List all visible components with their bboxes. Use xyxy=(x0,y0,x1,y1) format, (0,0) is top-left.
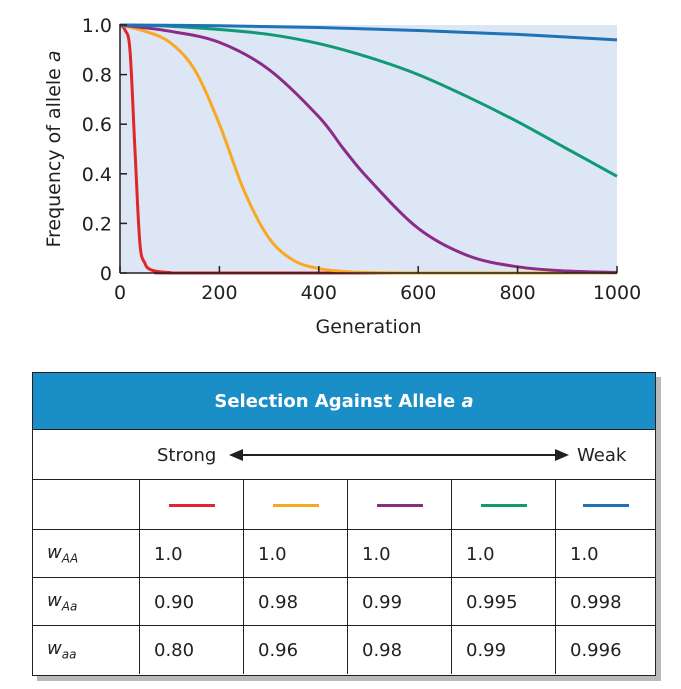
fitness-value: 0.96 xyxy=(243,626,347,674)
color-swatch-3 xyxy=(376,503,423,507)
series-line-3 xyxy=(119,23,618,275)
color-key-cell xyxy=(555,480,655,530)
table-title: Selection Against Allele a xyxy=(33,373,655,429)
color-key-row xyxy=(33,479,655,530)
fitness-label-cell: wAa xyxy=(33,578,139,626)
y-axis-title-main: Frequency of allele xyxy=(43,62,65,247)
x-tick-label: 800 xyxy=(499,282,535,304)
fitness-row: wAA 1.0 1.0 1.0 1.0 1.0 xyxy=(33,529,655,578)
fitness-value: 0.98 xyxy=(243,578,347,626)
x-axis-title: Generation xyxy=(316,316,422,338)
weak-label: Weak xyxy=(577,444,627,466)
color-key-cell xyxy=(451,480,555,530)
x-tick-label: 0 xyxy=(114,282,126,304)
fitness-value: 0.90 xyxy=(139,578,243,626)
strength-row: Strong Weak xyxy=(33,429,655,480)
fitness-genotype: aa xyxy=(61,647,77,662)
fitness-label: waa xyxy=(47,638,76,662)
fitness-label-cell: waa xyxy=(33,626,139,674)
fitness-value: 1.0 xyxy=(555,530,655,578)
selection-table: Selection Against Allele a Strong Weak w… xyxy=(32,372,661,681)
y-axis-title-italic: a xyxy=(43,50,65,62)
fitness-label: wAa xyxy=(47,590,77,614)
table-body: Selection Against Allele a Strong Weak w… xyxy=(32,372,656,676)
x-tick-label: 1000 xyxy=(593,282,641,304)
y-tick-label: 0.8 xyxy=(82,65,112,87)
color-key-cell xyxy=(243,480,347,530)
fitness-value: 1.0 xyxy=(139,530,243,578)
fitness-value: 0.98 xyxy=(347,626,451,674)
fitness-symbol: w xyxy=(47,542,62,564)
fitness-row: wAa 0.90 0.98 0.99 0.995 0.998 xyxy=(33,577,655,626)
fitness-value: 0.99 xyxy=(451,626,555,674)
fitness-genotype: Aa xyxy=(61,599,78,614)
axes-layer: 0 200 400 600 800 1000 0 0.2 0.4 0.6 0.8 1.0 xyxy=(82,15,641,304)
y-axis-title: Frequency of allele a xyxy=(43,50,65,247)
y-tick-label: 0 xyxy=(100,263,112,285)
strong-label: Strong xyxy=(157,444,217,466)
fitness-value: 1.0 xyxy=(347,530,451,578)
table-title-main: Selection Against Allele xyxy=(214,390,456,412)
x-tick-label: 200 xyxy=(201,282,237,304)
fitness-value: 1.0 xyxy=(243,530,347,578)
strength-arrow xyxy=(229,449,569,461)
color-swatch-1 xyxy=(168,503,215,507)
fitness-label-cell: wAA xyxy=(33,530,139,578)
fitness-row: waa 0.80 0.96 0.98 0.99 0.996 xyxy=(33,625,655,674)
y-tick-label: 0.2 xyxy=(82,213,112,235)
y-tick-label: 0.6 xyxy=(82,114,112,136)
y-tick-label: 0.4 xyxy=(82,164,112,186)
fitness-value: 0.80 xyxy=(139,626,243,674)
color-swatch-5 xyxy=(582,503,629,507)
fitness-value: 1.0 xyxy=(451,530,555,578)
color-swatch-4 xyxy=(480,503,527,507)
fitness-value: 0.996 xyxy=(555,626,655,674)
fitness-symbol: w xyxy=(47,590,62,612)
fitness-label: wAA xyxy=(47,542,78,566)
fitness-value: 0.998 xyxy=(555,578,655,626)
frequency-chart: 0 200 400 600 800 1000 0 0.2 0.4 0.6 0.8 1.0 Genera… xyxy=(43,15,641,338)
x-tick-label: 400 xyxy=(301,282,337,304)
x-tick-label: 600 xyxy=(400,282,436,304)
color-key-cell xyxy=(139,480,243,530)
fitness-value: 0.99 xyxy=(347,578,451,626)
y-tick-label: 1.0 xyxy=(82,15,112,37)
color-key-empty xyxy=(33,480,139,530)
table-title-italic: a xyxy=(461,390,474,412)
series-line-5 xyxy=(119,23,618,42)
fitness-value: 0.995 xyxy=(451,578,555,626)
color-key-cell xyxy=(347,480,451,530)
color-swatch-2 xyxy=(272,503,319,507)
plot-area xyxy=(120,25,617,273)
fitness-genotype: AA xyxy=(61,551,79,566)
fitness-symbol: w xyxy=(47,638,62,660)
series-line-4 xyxy=(119,23,618,178)
